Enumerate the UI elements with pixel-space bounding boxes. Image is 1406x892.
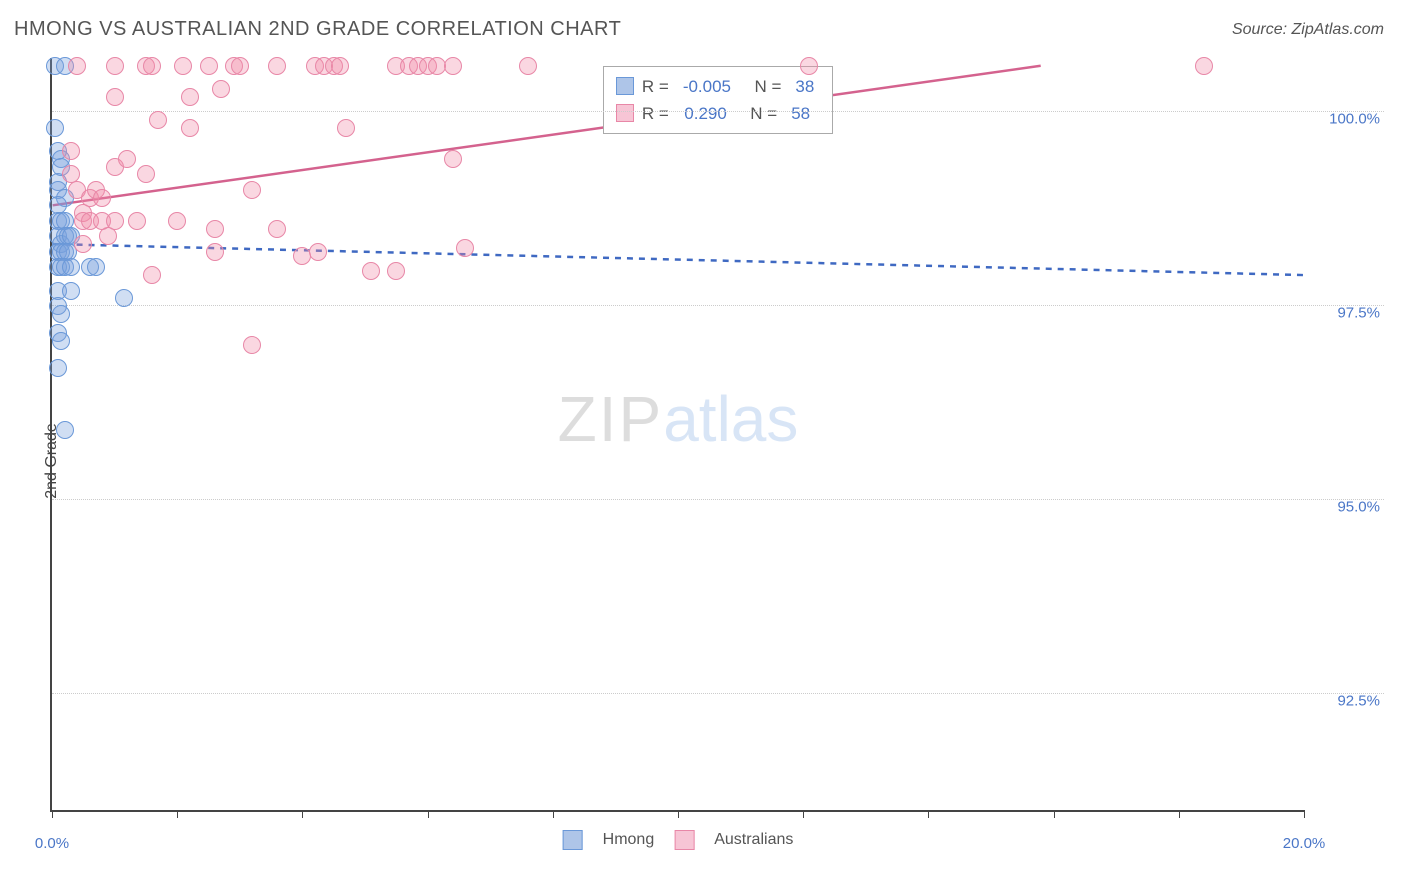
data-point [181,119,199,137]
data-point [387,262,405,280]
x-tick [1304,810,1305,818]
y-tick-label: 92.5% [1310,692,1380,709]
data-point [800,57,818,75]
series-swatch [563,830,583,850]
x-tick [1054,810,1055,818]
data-point [68,57,86,75]
data-point [106,212,124,230]
chart-container: 2nd Grade ZIPatlas R =-0.005 N =38R =0.2… [14,50,1384,872]
data-point [106,57,124,75]
plot-area: ZIPatlas R =-0.005 N =38R =0.290 N =58 H… [50,58,1304,812]
data-point [243,336,261,354]
data-point [143,57,161,75]
data-point [268,220,286,238]
data-point [62,258,80,276]
series-legend: Hmong Australians [563,830,794,850]
data-point [56,421,74,439]
data-point [331,57,349,75]
regression-line [53,66,1041,206]
chart-source: Source: ZipAtlas.com [1232,21,1384,39]
data-point [268,57,286,75]
x-tick [803,810,804,818]
legend-r-label: R = [642,100,669,127]
data-point [362,262,380,280]
legend-swatch [616,77,634,95]
data-point [87,258,105,276]
y-tick-label: 95.0% [1310,498,1380,515]
legend-row: R = 0.290 N = 58 [616,100,820,127]
y-tick-label: 97.5% [1310,305,1380,322]
data-point [309,243,327,261]
legend-n-label: N = [741,100,777,127]
x-tick-label: 20.0% [1283,835,1326,852]
data-point [174,57,192,75]
x-tick [52,810,53,818]
gridline [52,305,1384,306]
x-tick [177,810,178,818]
x-tick [928,810,929,818]
data-point [444,57,462,75]
x-tick [428,810,429,818]
data-point [143,266,161,284]
data-point [444,150,462,168]
legend-row: R = -0.005 N = 38 [616,73,820,100]
gridline [52,111,1384,112]
data-point [52,332,70,350]
data-point [456,239,474,257]
data-point [74,235,92,253]
data-point [149,111,167,129]
legend-r-label: R = [642,73,669,100]
correlation-legend: R =-0.005 N =38R =0.290 N =58 [603,66,833,134]
x-tick [302,810,303,818]
regression-lines [52,58,1304,810]
legend-n-value: 38 [789,73,820,100]
legend-swatch [616,104,634,122]
data-point [49,359,67,377]
data-point [168,212,186,230]
x-tick [553,810,554,818]
data-point [115,289,133,307]
data-point [206,243,224,261]
data-point [62,282,80,300]
data-point [243,181,261,199]
data-point [128,212,146,230]
legend-n-value: 58 [785,100,816,127]
legend-r-value: 0.290 [677,100,733,127]
data-point [231,57,249,75]
gridline [52,693,1384,694]
data-point [62,142,80,160]
regression-line [53,244,1304,275]
series-label: Australians [714,831,793,849]
data-point [212,80,230,98]
chart-title: HMONG VS AUSTRALIAN 2ND GRADE CORRELATIO… [14,18,621,41]
data-point [106,88,124,106]
data-point [118,150,136,168]
legend-n-label: N = [745,73,781,100]
data-point [137,165,155,183]
data-point [99,227,117,245]
x-tick [1179,810,1180,818]
data-point [93,189,111,207]
data-point [52,305,70,323]
series-swatch [674,830,694,850]
x-tick [678,810,679,818]
legend-r-value: -0.005 [677,73,737,100]
series-label: Hmong [603,831,655,849]
y-tick-label: 100.0% [1310,111,1380,128]
data-point [337,119,355,137]
data-point [519,57,537,75]
data-point [1195,57,1213,75]
data-point [206,220,224,238]
gridline [52,499,1384,500]
x-tick-label: 0.0% [35,835,69,852]
data-point [181,88,199,106]
data-point [46,119,64,137]
data-point [200,57,218,75]
